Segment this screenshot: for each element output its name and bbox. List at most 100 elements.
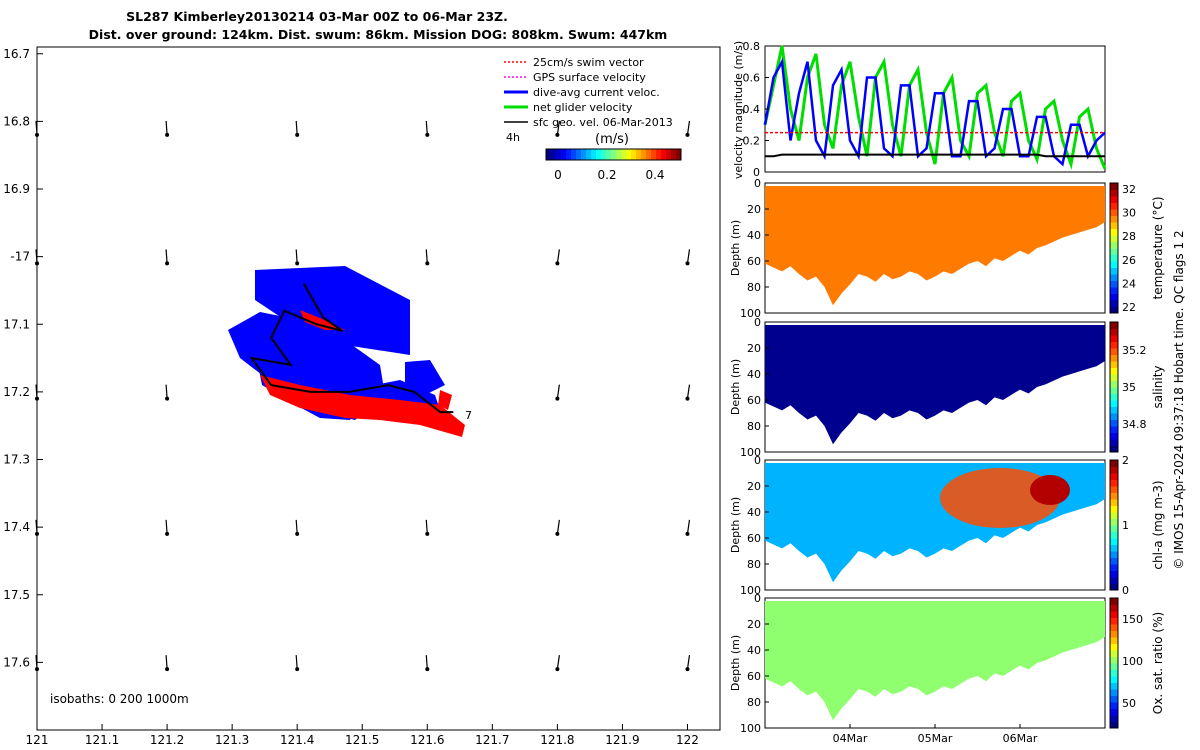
geo-vector bbox=[425, 655, 428, 670]
geo-vector-head bbox=[35, 132, 39, 137]
colorbar-swatch bbox=[581, 149, 587, 160]
section-ytick-label: 20 bbox=[747, 342, 761, 355]
red-fan-3 bbox=[438, 390, 452, 410]
map-xtick-label: 121.2 bbox=[150, 733, 184, 747]
geo-vector bbox=[295, 249, 298, 264]
section-colorbar-tick: 32 bbox=[1122, 183, 1136, 196]
section-xtick-label: 06Mar bbox=[1003, 732, 1038, 745]
section-colorbar-swatch bbox=[1110, 650, 1118, 657]
legend-gps: GPS surface velocity bbox=[533, 71, 646, 84]
colorbar-swatch bbox=[651, 149, 657, 160]
geo-vector bbox=[425, 120, 428, 135]
geo-vector bbox=[295, 655, 298, 670]
geo-vector-head bbox=[685, 132, 690, 137]
geo-vector-head bbox=[165, 531, 170, 536]
red-fan-1 bbox=[260, 375, 465, 437]
section-colorbar-swatch bbox=[1110, 341, 1118, 349]
map-ytick-label: 16.8 bbox=[3, 114, 30, 128]
speed-colorbar-frame bbox=[545, 148, 682, 161]
section-colorbar-swatch bbox=[1110, 348, 1118, 355]
section-oxygen: 0 20 40 60 80 100 Depth (m) 50 100 150 Ox. sat. ra… bbox=[729, 592, 1165, 745]
section-ytick-label: 60 bbox=[747, 532, 761, 545]
section-colorbar-swatch bbox=[1110, 473, 1118, 480]
map-ytick-label: 17.3 bbox=[3, 453, 30, 467]
section-colorbar-frame bbox=[1109, 597, 1119, 729]
section-colorbar-tick: 100 bbox=[1122, 655, 1143, 668]
velocity-ytick-label: 0.4 bbox=[743, 103, 761, 116]
colorbar-swatch bbox=[556, 149, 562, 160]
map-ytick-label: 17.6 bbox=[3, 655, 30, 669]
colorbar-unit: (m/s) bbox=[595, 132, 629, 147]
geo-vector-head bbox=[165, 667, 170, 672]
section-colorbar-frame bbox=[1109, 182, 1119, 314]
map-xtick-label: 122 bbox=[676, 733, 699, 747]
section-colorbar-swatch bbox=[1110, 663, 1118, 670]
section-colorbar-frame bbox=[1109, 321, 1119, 453]
geo-vector bbox=[556, 384, 560, 399]
section-colorbar-swatch bbox=[1110, 637, 1118, 644]
geo-vector bbox=[686, 249, 691, 264]
geo-vector bbox=[35, 120, 38, 135]
section-colorbar-swatch bbox=[1110, 328, 1118, 336]
geo-vector-head bbox=[685, 396, 690, 401]
section-colorbar-swatch bbox=[1110, 202, 1118, 210]
speed-colorbar: (m/s) 0 0.2 0.4 bbox=[545, 132, 682, 182]
geo-vector-head bbox=[555, 531, 560, 536]
section-ytick-label: 40 bbox=[747, 506, 761, 519]
section-ytick-label: 0 bbox=[754, 177, 761, 190]
blue-fan-1 bbox=[255, 266, 410, 355]
section-colorbar-swatch bbox=[1110, 702, 1118, 709]
colorbar-swatch bbox=[621, 149, 627, 160]
section-colorbar-tick: 2 bbox=[1122, 454, 1129, 467]
geo-vector bbox=[425, 249, 428, 264]
section-colorbar-swatch bbox=[1110, 669, 1118, 677]
section-colorbar-swatch bbox=[1110, 241, 1118, 249]
geo-vector-head bbox=[295, 261, 300, 266]
geo-vector bbox=[35, 655, 38, 670]
geo-vector-head bbox=[165, 132, 170, 137]
map-xtick-label: 121 bbox=[26, 733, 49, 747]
section-colorbar-swatch bbox=[1110, 460, 1118, 467]
section-ytick-label: 100 bbox=[740, 307, 761, 320]
geo-vector-head bbox=[35, 531, 39, 536]
section-chl-a: 0 20 40 60 80 100 Depth (m) 0 1 2 chl-a (mg m-3) bbox=[729, 454, 1165, 597]
section-ytick-label: 100 bbox=[740, 584, 761, 597]
section-colorbar-tick: 26 bbox=[1122, 254, 1136, 267]
section-colorbar-swatch bbox=[1110, 335, 1118, 342]
geo-vector-head bbox=[685, 667, 690, 672]
section-colorbar-swatch bbox=[1110, 235, 1118, 242]
map-ytick-label: -17 bbox=[10, 250, 30, 264]
section-field bbox=[765, 601, 1105, 721]
section-colorbar-swatch bbox=[1110, 209, 1118, 216]
colorbar-swatch bbox=[576, 149, 582, 160]
section-colorbar-swatch bbox=[1110, 505, 1118, 513]
map-xtick-label: 121.1 bbox=[85, 733, 119, 747]
section-colorbar-swatch bbox=[1110, 215, 1118, 223]
geo-vector-head bbox=[555, 667, 560, 672]
section-colorbar-swatch bbox=[1110, 492, 1118, 500]
geo-vector bbox=[295, 120, 298, 135]
map-xtick-label: 121.6 bbox=[410, 733, 444, 747]
section-colorbar-swatch bbox=[1110, 222, 1118, 229]
section-ytick-label: 20 bbox=[747, 618, 761, 631]
map-xtick-label: 121.9 bbox=[605, 733, 639, 747]
section-colorbar-swatch bbox=[1110, 189, 1118, 197]
section-colorbar-swatch bbox=[1110, 486, 1118, 493]
geo-vector-head bbox=[555, 396, 560, 401]
section-colorbar-swatch bbox=[1110, 518, 1118, 526]
colorbar-tick-1: 0.2 bbox=[597, 168, 616, 182]
section-colorbar-swatch bbox=[1110, 721, 1118, 729]
section-colorbar-tick: 34.8 bbox=[1122, 418, 1147, 431]
colorbar-swatch bbox=[646, 149, 652, 160]
section-colorbar-swatch bbox=[1110, 466, 1118, 474]
colorbar-swatch bbox=[671, 149, 677, 160]
section-colorbar-swatch bbox=[1110, 196, 1118, 203]
title-line2: Dist. over ground: 124km. Dist. swum: 86… bbox=[89, 27, 668, 42]
section-colorbar-swatch bbox=[1110, 261, 1118, 268]
section-colorbar-swatch bbox=[1110, 682, 1118, 690]
colorbar-swatch bbox=[626, 149, 632, 160]
section-colorbar-frame bbox=[1109, 459, 1119, 591]
section-ytick-label: 100 bbox=[740, 722, 761, 735]
section-colorbar-tick: 22 bbox=[1122, 301, 1136, 314]
